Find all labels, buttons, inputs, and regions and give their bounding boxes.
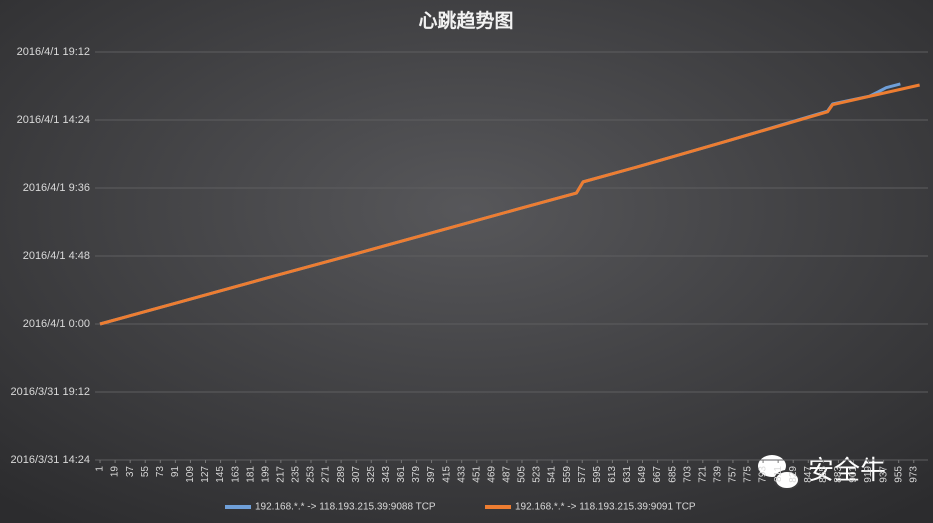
x-tick-label: 757 — [728, 466, 739, 483]
legend-label: 192.168.*.* -> 118.193.215.39:9091 TCP — [515, 502, 696, 513]
x-tick-label: 271 — [321, 466, 332, 483]
x-tick-label: 73 — [155, 466, 166, 478]
y-tick-label: 2016/4/1 19:12 — [17, 46, 90, 58]
y-tick-label: 2016/4/1 0:00 — [23, 318, 90, 330]
x-tick-label: 343 — [381, 466, 392, 483]
x-tick-label: 253 — [306, 466, 317, 483]
x-tick-label: 631 — [622, 466, 633, 483]
x-tick-label: 181 — [245, 466, 256, 483]
x-tick-label: 505 — [517, 466, 528, 483]
x-tick-label: 523 — [532, 466, 543, 483]
y-tick-label: 2016/4/1 9:36 — [23, 182, 90, 194]
x-tick-label: 325 — [366, 466, 377, 483]
x-tick-label: 613 — [607, 466, 618, 483]
legend-label: 192.168.*.* -> 118.193.215.39:9088 TCP — [255, 502, 436, 513]
x-tick-label: 847 — [803, 466, 814, 483]
x-tick-label: 595 — [592, 466, 603, 483]
x-tick-label: 37 — [125, 466, 136, 478]
x-tick-label: 19 — [110, 466, 121, 478]
x-tick-label: 217 — [275, 466, 286, 483]
x-tick-label: 379 — [411, 466, 422, 483]
x-tick-label: 289 — [336, 466, 347, 483]
x-tick-label: 307 — [351, 466, 362, 483]
x-tick-label: 91 — [170, 466, 181, 478]
chart-title: 心跳趋势图 — [418, 9, 513, 32]
x-tick-label: 469 — [486, 466, 497, 483]
x-tick-label: 199 — [260, 466, 271, 483]
x-tick-label: 703 — [682, 466, 693, 483]
x-tick-label: 685 — [667, 466, 678, 483]
x-tick-label: 775 — [743, 466, 754, 483]
x-tick-label: 361 — [396, 466, 407, 483]
y-tick-label: 2016/4/1 4:48 — [23, 250, 90, 262]
x-tick-label: 55 — [140, 466, 151, 478]
x-tick-label: 667 — [652, 466, 663, 483]
y-tick-label: 2016/4/1 14:24 — [17, 114, 90, 126]
x-tick-label: 973 — [908, 466, 919, 483]
x-tick-label: 415 — [441, 466, 452, 483]
x-tick-label: 109 — [185, 466, 196, 483]
x-tick-label: 649 — [637, 466, 648, 483]
x-tick-label: 145 — [215, 466, 226, 483]
y-tick-label: 2016/3/31 19:12 — [10, 386, 90, 398]
x-tick-label: 811 — [773, 466, 784, 482]
x-tick-label: 793 — [758, 466, 769, 483]
x-tick-label: 739 — [713, 466, 724, 483]
x-tick-label: 1 — [95, 466, 106, 472]
x-tick-label: 955 — [893, 466, 904, 483]
x-tick-label: 577 — [577, 466, 588, 483]
x-tick-label: 235 — [291, 466, 302, 483]
line-series — [99, 83, 920, 326]
x-tick-label: 433 — [456, 466, 467, 483]
y-tick-label: 2016/3/31 14:24 — [10, 454, 90, 466]
x-tick-label: 883 — [833, 466, 844, 483]
x-tick-label: 451 — [471, 466, 482, 483]
x-tick-label: 163 — [230, 466, 241, 483]
legend-item: 192.168.*.* -> 118.193.215.39:9091 TCP — [485, 502, 696, 513]
x-tick-label: 397 — [426, 466, 437, 483]
x-tick-label: 559 — [562, 466, 573, 483]
x-tick-label: 829 — [788, 466, 799, 483]
x-tick-label: 721 — [697, 466, 708, 483]
x-tick-label: 127 — [200, 466, 211, 483]
x-tick-label: 919 — [863, 466, 874, 483]
x-tick-label: 865 — [818, 466, 829, 483]
x-tick-label: 541 — [547, 466, 558, 483]
x-tick-label: 937 — [878, 466, 889, 483]
legend-item: 192.168.*.* -> 118.193.215.39:9088 TCP — [225, 502, 436, 513]
x-tick-label: 487 — [502, 466, 513, 483]
x-tick-label: 901 — [848, 466, 859, 483]
